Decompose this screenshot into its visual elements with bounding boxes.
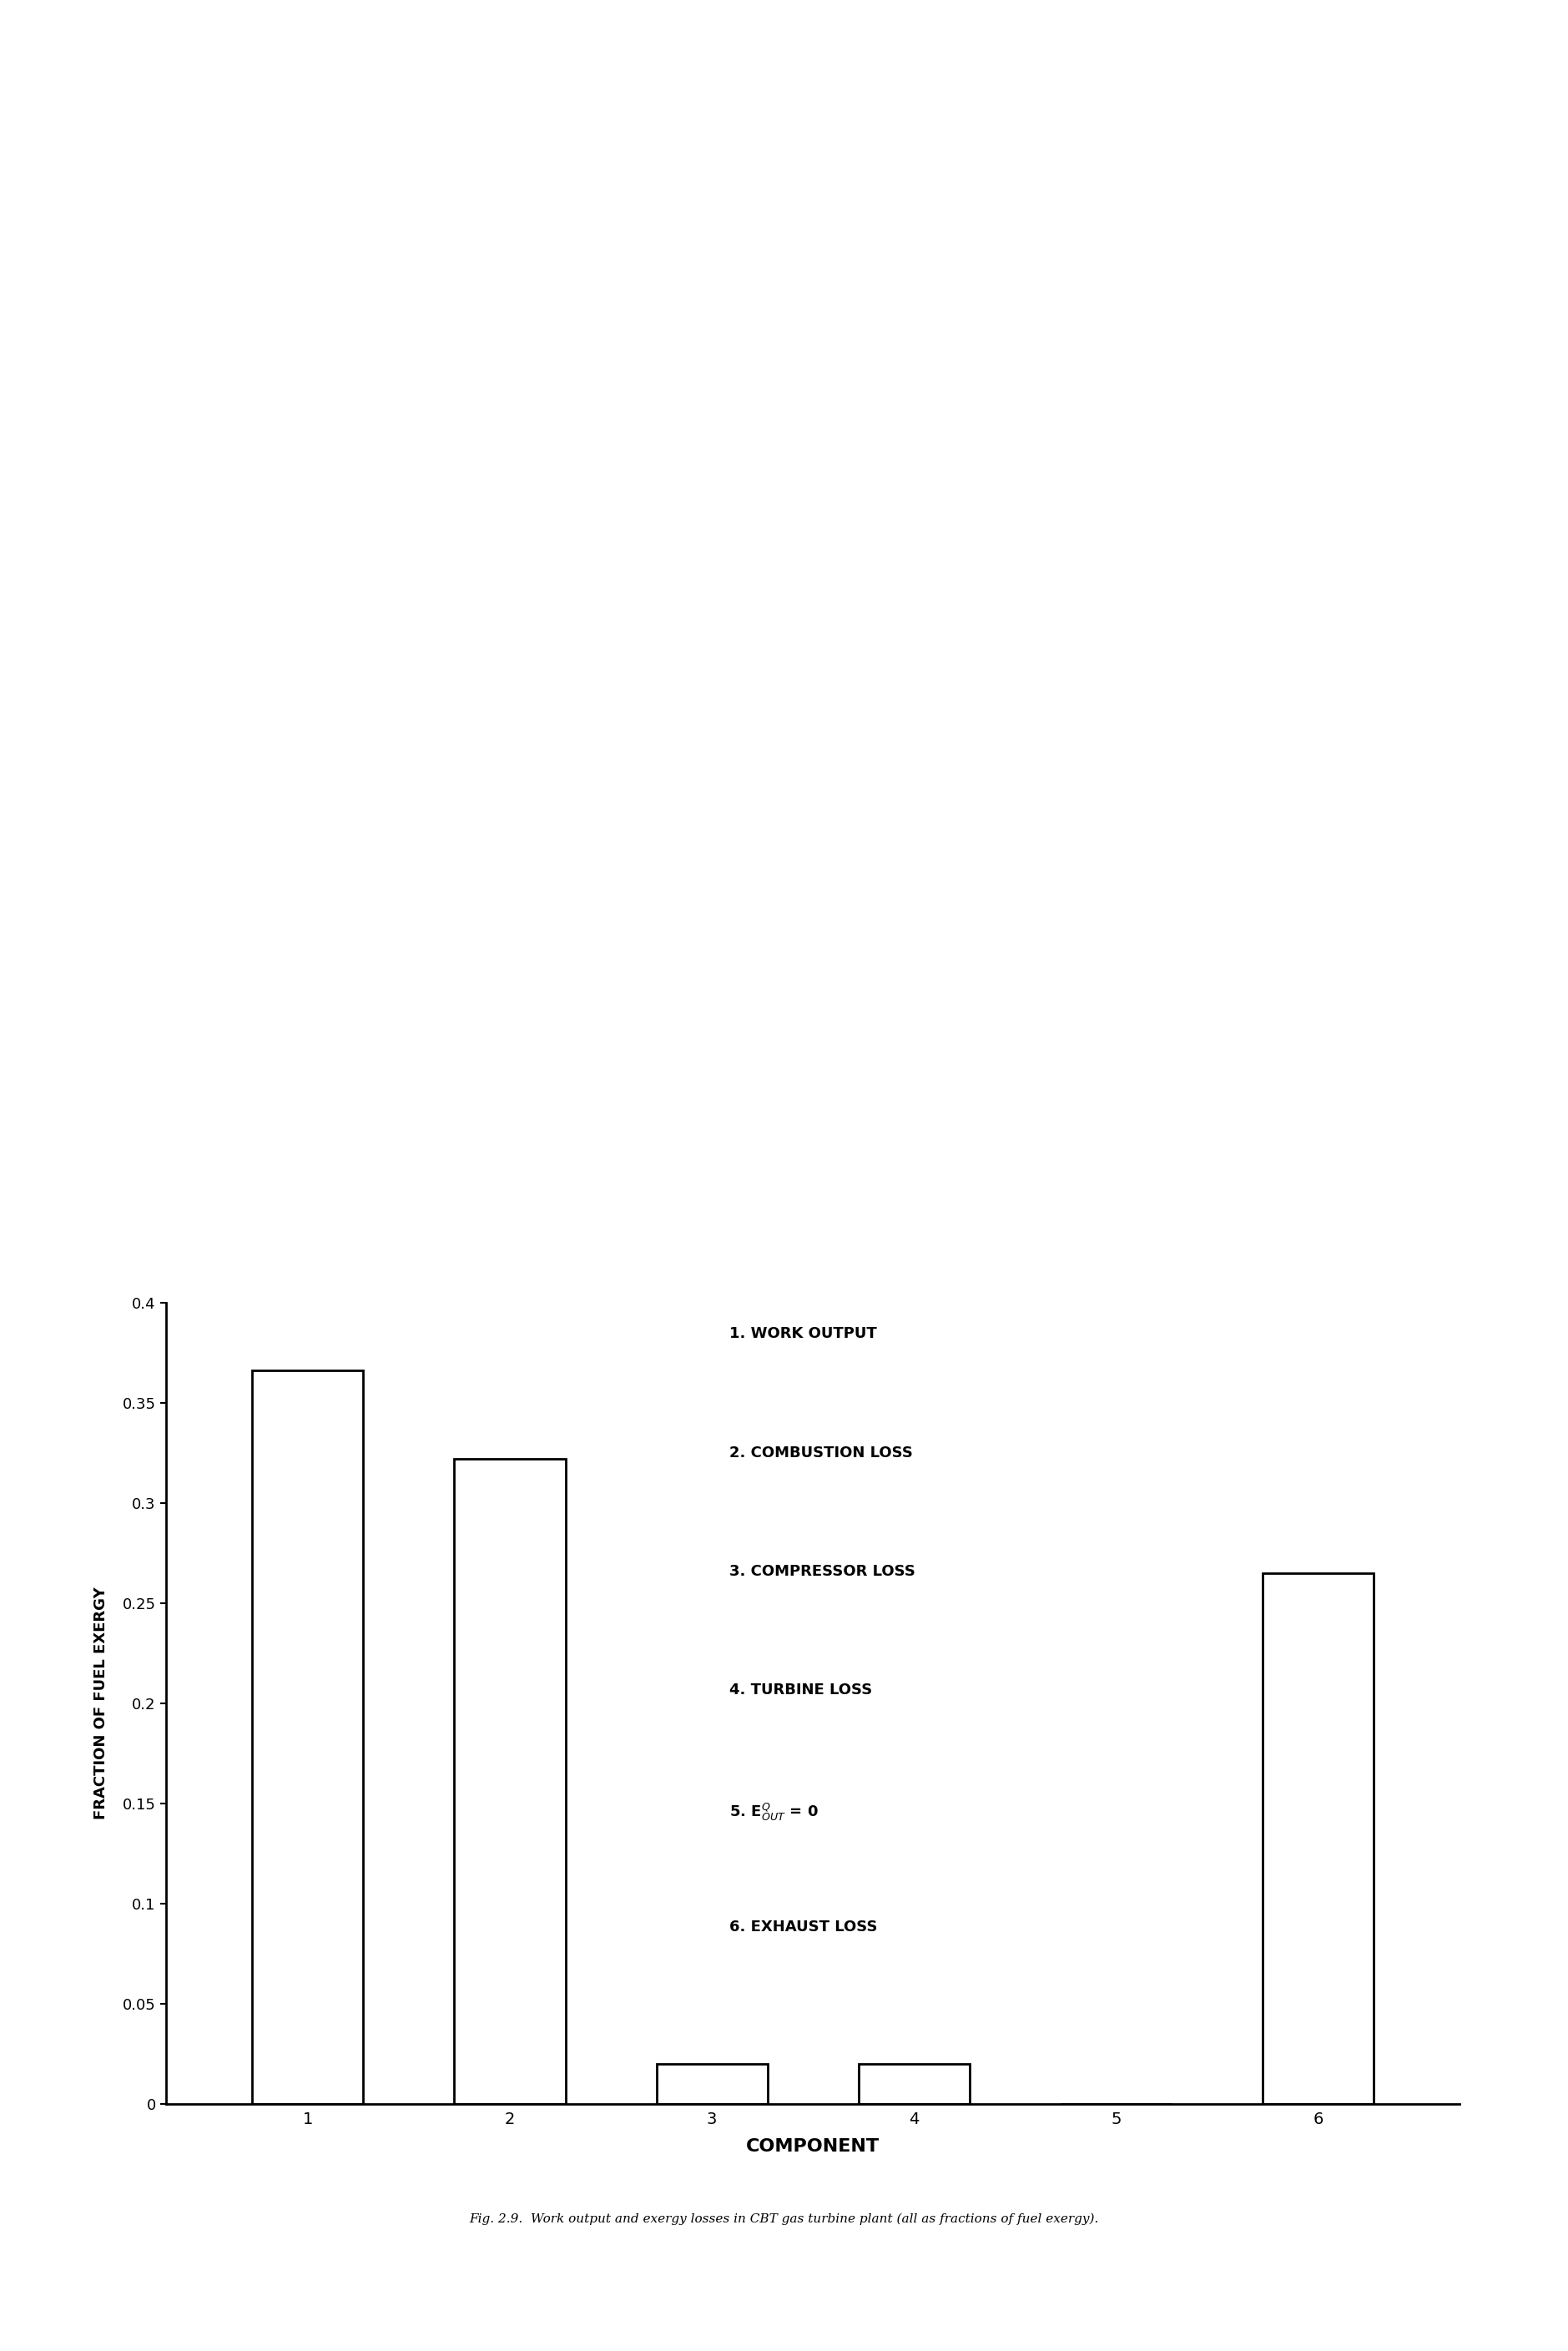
Text: 1. WORK OUTPUT: 1. WORK OUTPUT: [729, 1326, 877, 1342]
Bar: [859, 2064, 969, 2104]
Y-axis label: FRACTION OF FUEL EXERGY: FRACTION OF FUEL EXERGY: [94, 1587, 108, 1820]
Bar: [455, 1458, 566, 2104]
Text: 6. EXHAUST LOSS: 6. EXHAUST LOSS: [729, 1921, 877, 1935]
Bar: [252, 1371, 364, 2104]
Bar: [1262, 1573, 1374, 2104]
Text: 3. COMPRESSOR LOSS: 3. COMPRESSOR LOSS: [729, 1563, 914, 1580]
Text: 4. TURBINE LOSS: 4. TURBINE LOSS: [729, 1683, 872, 1697]
X-axis label: COMPONENT: COMPONENT: [746, 2139, 880, 2156]
Bar: [657, 2064, 767, 2104]
Text: 2. COMBUSTION LOSS: 2. COMBUSTION LOSS: [729, 1446, 913, 1460]
Text: 5. $\mathbf{E}^Q_{OUT}$ = 0: 5. $\mathbf{E}^Q_{OUT}$ = 0: [729, 1801, 818, 1822]
Text: Fig. 2.9.  Work output and exergy losses in CBT gas turbine plant (all as fracti: Fig. 2.9. Work output and exergy losses …: [469, 2212, 1099, 2226]
